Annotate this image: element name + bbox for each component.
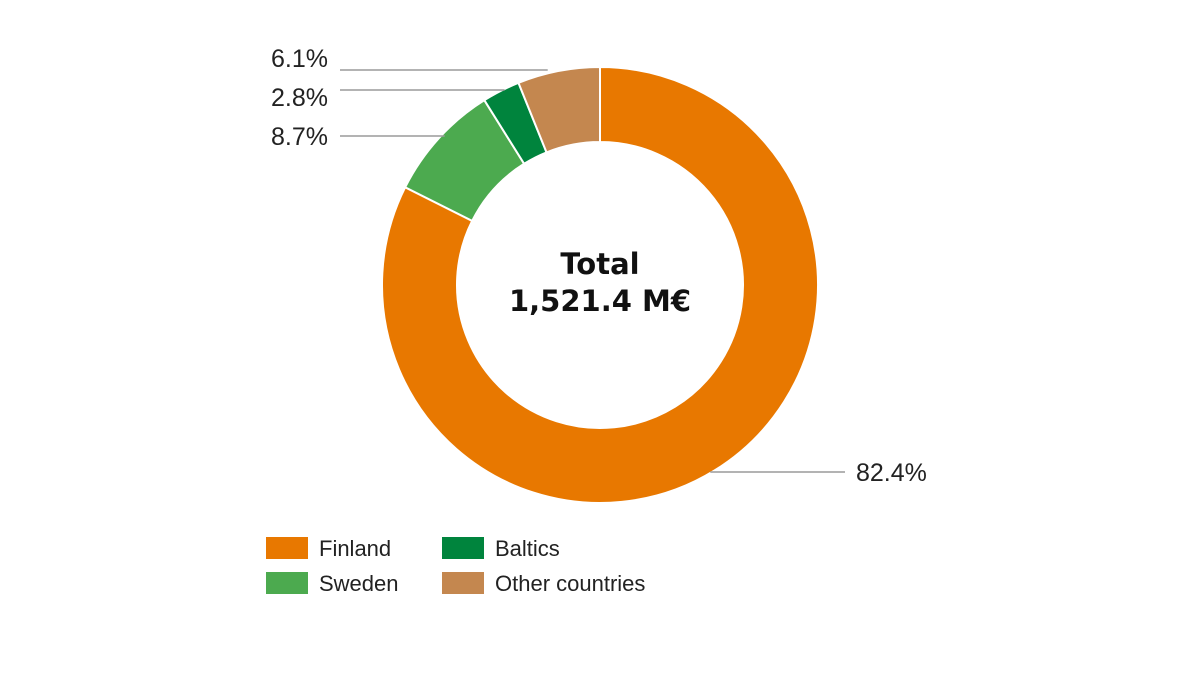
donut-slices bbox=[381, 65, 819, 504]
legend-label-other-countries: Other countries bbox=[495, 571, 645, 596]
percent-labels: 82.4% 8.7% 2.8% 6.1% bbox=[271, 45, 927, 487]
leader-lines bbox=[340, 69, 845, 473]
legend-swatch-finland bbox=[266, 537, 308, 559]
legend-label-sweden: Sweden bbox=[319, 571, 399, 596]
legend-item-finland: Finland bbox=[266, 536, 391, 561]
slice-finland bbox=[381, 65, 819, 504]
legend: Finland Baltics Sweden Other countries bbox=[266, 536, 645, 596]
legend-label-baltics: Baltics bbox=[495, 536, 560, 561]
center-title: Total bbox=[560, 247, 639, 281]
label-other-countries: 6.1% bbox=[271, 45, 328, 73]
center-total: 1,521.4 M€ bbox=[509, 284, 691, 318]
label-baltics: 2.8% bbox=[271, 84, 328, 112]
legend-item-other-countries: Other countries bbox=[442, 571, 645, 596]
slice-other-countries bbox=[517, 65, 601, 154]
legend-item-baltics: Baltics bbox=[442, 536, 560, 561]
legend-label-finland: Finland bbox=[319, 536, 391, 561]
legend-swatch-sweden bbox=[266, 572, 308, 594]
label-sweden: 8.7% bbox=[271, 123, 328, 151]
label-finland: 82.4% bbox=[856, 459, 927, 487]
legend-item-sweden: Sweden bbox=[266, 571, 399, 596]
legend-swatch-other-countries bbox=[442, 572, 484, 594]
legend-swatch-baltics bbox=[442, 537, 484, 559]
